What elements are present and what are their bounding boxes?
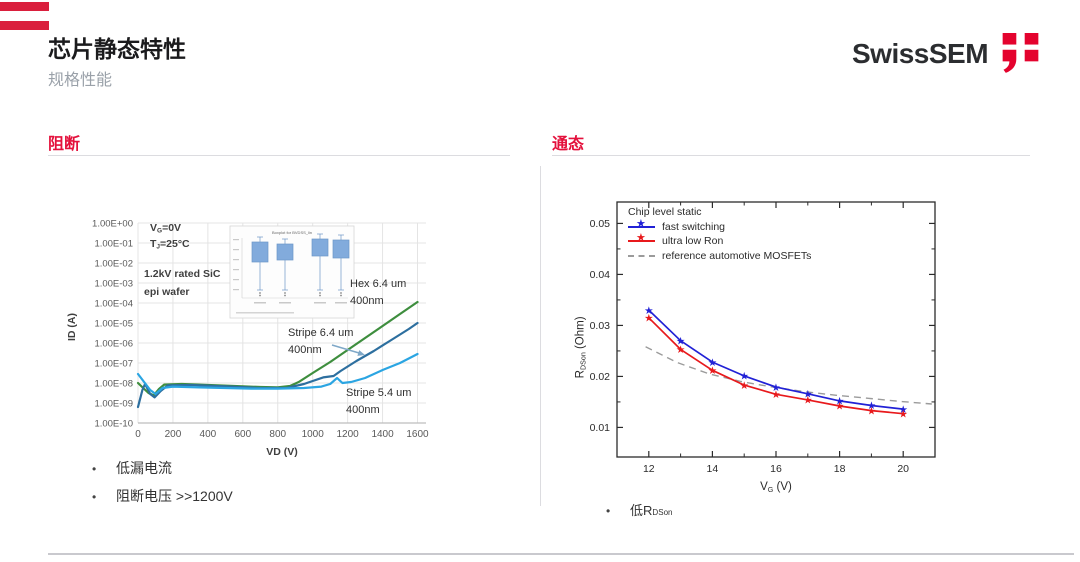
column-divider xyxy=(540,166,541,506)
bullet-icon: • xyxy=(606,504,611,518)
rdson-y-axis-label: RDSon (Ohm) xyxy=(574,316,588,379)
section-rule xyxy=(48,155,510,156)
svg-text:★: ★ xyxy=(771,389,780,401)
svg-text:600: 600 xyxy=(234,429,251,440)
svg-text:★: ★ xyxy=(676,344,685,356)
legend-item-fast-switching: ★ fast switching xyxy=(628,218,811,233)
svg-text:200: 200 xyxy=(165,429,182,440)
swisssem-logo-text: SwissSEM xyxy=(852,38,989,69)
svg-text:★: ★ xyxy=(898,408,907,420)
svg-text:★: ★ xyxy=(867,400,876,412)
rdson-chart: 12 14 16 18 20 0.01 0.02 0.03 0.04 0.05 ★ ★ ★ ★ ★ ★ ★ ★ ★ ★… xyxy=(560,193,960,508)
brand-bar-icon xyxy=(0,2,49,11)
list-item: • 低漏电流 xyxy=(92,460,172,476)
svg-text:★: ★ xyxy=(771,382,780,394)
svg-text:0.03: 0.03 xyxy=(590,320,611,332)
svg-text:1.00E-07: 1.00E-07 xyxy=(94,359,133,370)
svg-text:1.00E-04: 1.00E-04 xyxy=(94,299,133,310)
svg-text:800: 800 xyxy=(269,429,286,440)
svg-text:★: ★ xyxy=(708,357,717,369)
svg-text:18: 18 xyxy=(834,463,846,475)
svg-text:★: ★ xyxy=(835,396,844,408)
swisssem-logo-icon xyxy=(1002,33,1039,73)
star-marker-icon: ★ xyxy=(636,232,646,244)
svg-text:1600: 1600 xyxy=(406,429,429,440)
page-title: 芯片静态特性 xyxy=(48,36,186,62)
legend-item-reference-mosfets: reference automotive MOSFETs xyxy=(628,250,811,262)
svg-text:1.00E-03: 1.00E-03 xyxy=(94,279,133,290)
legend-dash-sample xyxy=(628,254,655,257)
svg-text:1.00E-08: 1.00E-08 xyxy=(94,379,133,390)
svg-text:1200: 1200 xyxy=(337,429,360,440)
svg-text:★: ★ xyxy=(898,404,907,416)
on-state-bullet: • 低R DSon xyxy=(606,503,673,518)
list-item: • 阻断电压 >>1200V xyxy=(92,488,233,504)
star-marker-icon: ★ xyxy=(636,217,646,230)
section-heading-on-state: 通态 xyxy=(552,136,585,153)
leakage-y-axis-label: ID (A) xyxy=(66,313,78,341)
svg-text:★: ★ xyxy=(803,395,812,407)
svg-text:★: ★ xyxy=(835,401,844,413)
curve-label-hex: Hex 6.4 um 400nm xyxy=(350,278,407,307)
svg-text:20: 20 xyxy=(897,463,909,475)
brand-bar-icon xyxy=(0,21,49,30)
svg-text:1.00E-05: 1.00E-05 xyxy=(94,319,133,330)
svg-text:Boxplot for BVDSS_lin: Boxplot for BVDSS_lin xyxy=(272,230,312,235)
svg-text:0.04: 0.04 xyxy=(590,269,611,281)
curve-label-stripe54: Stripe 5.4 um 400nm xyxy=(346,387,412,416)
bullet-icon: • xyxy=(92,462,97,476)
legend-line-sample: ★ xyxy=(628,233,655,244)
legend-line-sample: ★ xyxy=(628,218,655,229)
svg-text:★: ★ xyxy=(708,365,717,377)
swisssem-logo: SwissSEM xyxy=(852,28,1042,80)
svg-text:★: ★ xyxy=(644,312,653,324)
section-rule xyxy=(552,155,1030,156)
rdson-chart-svg: 12 14 16 18 200.010.020.030.040.05★★★★★★★ ★ ★★… xyxy=(590,201,936,475)
svg-text:1000: 1000 xyxy=(302,429,325,440)
svg-text:1.00E-10: 1.00E-10 xyxy=(94,419,133,430)
svg-text:0.05: 0.05 xyxy=(590,218,611,230)
section-heading-blocking: 阻断 xyxy=(48,136,81,153)
annotation-wafer-2: epi wafer xyxy=(144,286,190,298)
svg-text:16: 16 xyxy=(770,463,782,475)
svg-text:14: 14 xyxy=(707,463,719,475)
svg-text:★: ★ xyxy=(739,380,748,392)
leakage-chart: 1.00E+00 1.00E-01 1.00E-02 1.00E-03 1.00E-04… xyxy=(60,196,505,496)
svg-text:1400: 1400 xyxy=(371,429,394,440)
legend-title: Chip level static xyxy=(628,206,702,218)
svg-text:12: 12 xyxy=(643,463,655,475)
annotation-wafer-1: 1.2kV rated SiC xyxy=(144,268,221,280)
annotation-tj: TJ=25°C xyxy=(150,238,190,251)
chart-legend: Chip level static ★ fast switching ★ ult… xyxy=(628,206,811,262)
svg-text:1.00E-06: 1.00E-06 xyxy=(94,339,133,350)
curve-label-stripe64: Stripe 6.4 um 400nm xyxy=(288,327,354,356)
leakage-x-axis-label: VD (V) xyxy=(266,446,298,458)
bullet-icon: • xyxy=(92,490,97,504)
svg-text:0: 0 xyxy=(135,429,141,440)
svg-text:★: ★ xyxy=(803,388,812,400)
page-subtitle: 规格性能 xyxy=(48,72,113,89)
svg-text:★: ★ xyxy=(867,405,876,417)
footer-divider xyxy=(48,553,1074,555)
svg-text:1.00E-01: 1.00E-01 xyxy=(94,239,133,250)
svg-text:★: ★ xyxy=(739,371,748,383)
svg-text:★: ★ xyxy=(644,305,653,317)
svg-text:0.02: 0.02 xyxy=(590,371,611,383)
leakage-chart-svg: 1.00E+00 1.00E-01 1.00E-02 1.00E-03 1.00E-04… xyxy=(92,219,429,441)
rdson-x-axis-label: VG (V) xyxy=(760,481,792,494)
svg-text:1.00E+00: 1.00E+00 xyxy=(92,219,133,230)
annotation-vg: VG=0V xyxy=(150,222,182,235)
svg-text:400: 400 xyxy=(200,429,217,440)
blocking-bullet-list: • 低漏电流 • 阻断电压 >>1200V xyxy=(92,458,233,514)
svg-text:1.00E-02: 1.00E-02 xyxy=(94,259,133,270)
svg-text:1.00E-09: 1.00E-09 xyxy=(94,399,133,410)
legend-item-ultra-low-ron: ★ ultra low Ron xyxy=(628,233,811,247)
svg-text:★: ★ xyxy=(676,335,685,347)
svg-text:0.01: 0.01 xyxy=(590,422,611,434)
